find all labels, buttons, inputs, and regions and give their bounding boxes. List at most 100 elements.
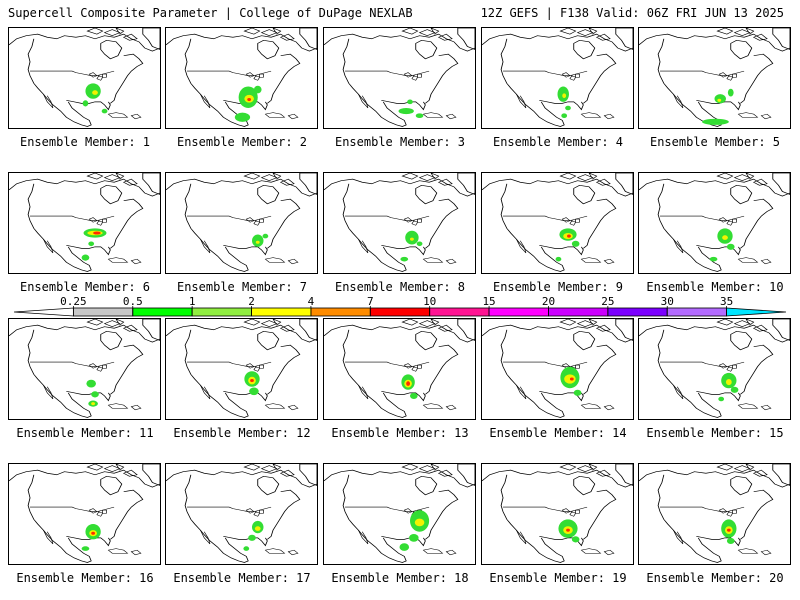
- basemap-outline: [324, 319, 475, 418]
- ensemble-map-panel: [481, 463, 634, 565]
- scp-contour-g: [81, 254, 90, 261]
- ensemble-member-label: Ensemble Member: 12: [173, 426, 311, 440]
- scp-contour-y: [717, 98, 722, 102]
- north-america-map: [9, 464, 160, 563]
- scp-contour-y: [92, 90, 98, 95]
- basemap-outline: [639, 28, 790, 127]
- scp-contour-g: [565, 105, 571, 111]
- ensemble-member-label: Ensemble Member: 13: [331, 426, 469, 440]
- basemap-outline: [324, 173, 475, 272]
- scp-contour-r: [247, 98, 252, 102]
- colorbar-tick-label: 0.5: [123, 296, 143, 308]
- colorbar-tick-label: 35: [720, 296, 733, 308]
- scp-contour-g: [410, 392, 418, 399]
- scp-contour-y: [725, 379, 732, 386]
- ensemble-map-panel: [8, 27, 161, 129]
- scp-contour-g: [415, 113, 424, 118]
- scp-contour-y: [414, 518, 425, 527]
- north-america-map: [639, 28, 790, 127]
- ensemble-map-panel: [165, 27, 318, 129]
- ensemble-member-label: Ensemble Member: 6: [19, 280, 151, 294]
- ensemble-map-panel: [323, 172, 476, 274]
- colorbar-tick-label: 4: [308, 296, 315, 308]
- scp-contour-g: [407, 99, 413, 105]
- colorbar-tick-label: 2: [248, 296, 255, 308]
- colorbar-tick-label: 10: [423, 296, 436, 308]
- north-america-map: [9, 319, 160, 418]
- scp-contour-g: [573, 389, 582, 396]
- scp-contour-g: [88, 241, 95, 247]
- scp-contour-r: [93, 231, 101, 235]
- basemap-outline: [639, 464, 790, 563]
- north-america-map: [482, 28, 633, 127]
- ensemble-map-panel: [638, 27, 791, 129]
- scp-contour-y: [564, 374, 576, 384]
- ensemble-map-panel: [8, 172, 161, 274]
- scp-contour-g: [262, 233, 269, 239]
- scp-contour-r: [250, 379, 254, 383]
- ensemble-map-panel: [165, 463, 318, 565]
- scp-contour-g: [252, 234, 264, 247]
- ensemble-member-label: Ensemble Member: 5: [649, 135, 781, 149]
- north-america-map: [324, 319, 475, 418]
- scp-contour-g: [730, 386, 739, 393]
- colorbar-segment: [548, 307, 609, 317]
- ensemble-map-panel: [481, 27, 634, 129]
- scp-contour-g: [727, 88, 734, 97]
- ensemble-map-panel: [323, 27, 476, 129]
- scp-contour-r: [726, 528, 731, 532]
- ensemble-map-panel: [638, 172, 791, 274]
- ensemble-member-label: Ensemble Member: 11: [16, 426, 154, 440]
- ensemble-member-label: Ensemble Member: 9: [492, 280, 624, 294]
- ensemble-map-panel: [323, 318, 476, 420]
- scp-contour-g: [86, 379, 96, 388]
- scp-contour-g: [82, 100, 89, 107]
- basemap-outline: [166, 28, 317, 127]
- scp-contour-g: [243, 546, 250, 551]
- ensemble-map-panel: [165, 318, 318, 420]
- scp-contour-g: [709, 256, 718, 262]
- ensemble-member-label: Ensemble Member: 10: [646, 280, 784, 294]
- ensemble-member-label: Ensemble Member: 18: [331, 571, 469, 585]
- scp-contour-g: [571, 536, 580, 543]
- ensemble-member-label: Ensemble Member: 1: [19, 135, 151, 149]
- colorbar-tick-label: 1: [189, 296, 196, 308]
- scp-contour-r: [406, 381, 411, 386]
- scp-contour-y: [91, 402, 96, 406]
- colorbar-tick-label: 25: [601, 296, 614, 308]
- ensemble-map-panel: [481, 318, 634, 420]
- scp-contour-g: [400, 256, 409, 262]
- colorbar-tick-label: 0.25: [60, 296, 87, 308]
- scp-contour-g: [248, 534, 256, 541]
- scp-contour-y: [410, 237, 414, 241]
- scp-contour-g: [253, 85, 262, 94]
- colorbar-segment: [251, 307, 312, 317]
- ensemble-member-label: Ensemble Member: 7: [176, 280, 308, 294]
- scp-contour-g: [81, 546, 90, 551]
- colorbar-tick-label: 20: [542, 296, 555, 308]
- scp-contour-g: [398, 108, 414, 115]
- north-america-map: [324, 28, 475, 127]
- colorbar-segment: [666, 307, 728, 317]
- ensemble-member-label: Ensemble Member: 17: [173, 571, 311, 585]
- basemap-outline: [482, 173, 633, 272]
- scp-contour-r: [569, 377, 574, 381]
- basemap-outline: [482, 28, 633, 127]
- north-america-map: [166, 28, 317, 127]
- scp-contour-g: [399, 543, 410, 551]
- ensemble-member-label: Ensemble Member: 8: [334, 280, 466, 294]
- scp-contour-r: [567, 234, 571, 238]
- ensemble-member-label: Ensemble Member: 14: [489, 426, 627, 440]
- scp-contour-g: [714, 94, 726, 104]
- ensemble-map-panel: [481, 172, 634, 274]
- scp-contour-g: [234, 112, 251, 122]
- basemap-outline: [482, 319, 633, 418]
- ensemble-member-label: Ensemble Member: 2: [176, 135, 308, 149]
- north-america-map: [166, 464, 317, 563]
- ensemble-map-panel: [638, 318, 791, 420]
- ensemble-map-panel: [8, 318, 161, 420]
- basemap-outline: [639, 173, 790, 272]
- ensemble-map-panel: [8, 463, 161, 565]
- north-america-map: [324, 464, 475, 563]
- north-america-map: [482, 464, 633, 563]
